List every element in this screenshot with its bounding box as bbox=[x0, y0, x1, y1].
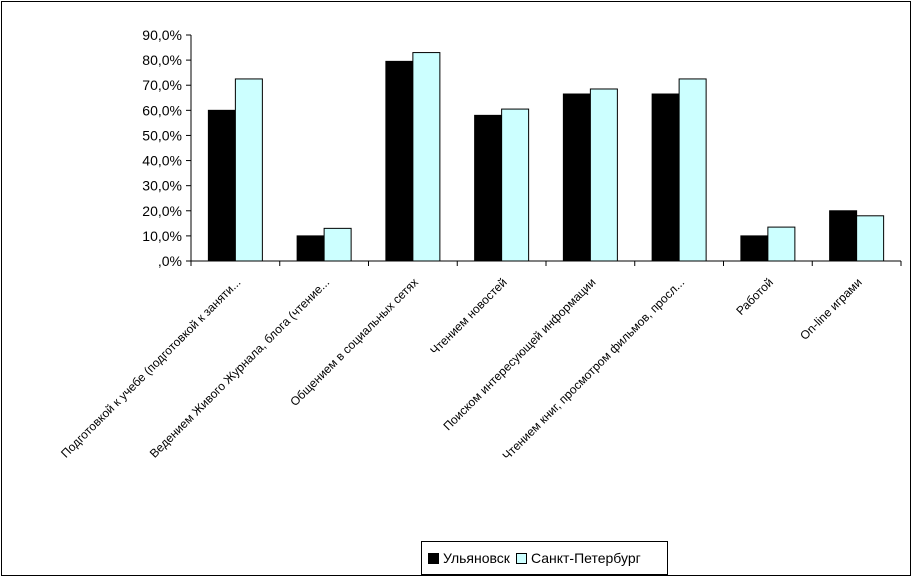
bar-2-4 bbox=[501, 108, 530, 262]
y-tick-label: 90,0% bbox=[142, 27, 182, 43]
bar-1-7 bbox=[740, 235, 769, 262]
bar-1-2 bbox=[296, 235, 325, 262]
y-tick-label: 10,0% bbox=[142, 228, 182, 244]
bar-2-2 bbox=[323, 227, 352, 262]
x-category-label: Ведением Живого Журнала, блога (чтение..… bbox=[147, 275, 332, 460]
y-tick-label: 30,0% bbox=[142, 178, 182, 194]
bar-2-1 bbox=[234, 78, 263, 262]
bar-2-8 bbox=[856, 215, 885, 262]
bar-1-1 bbox=[207, 109, 236, 262]
x-category-label: Поиском интересующей информации bbox=[440, 275, 598, 433]
legend-item-series-2: Санкт-Петербург bbox=[515, 550, 641, 566]
bar-2-3 bbox=[412, 52, 441, 262]
x-category-label: Работой bbox=[733, 275, 776, 318]
bar-1-6 bbox=[651, 93, 680, 262]
legend-swatch-series-1 bbox=[428, 552, 439, 564]
x-category-label: Чтением книг, просмотром фильмов, просл.… bbox=[500, 275, 688, 463]
y-tick-label: 40,0% bbox=[142, 153, 182, 169]
legend-label-series-2: Санкт-Петербург bbox=[530, 550, 641, 566]
y-tick-label: 70,0% bbox=[142, 77, 182, 93]
x-category-label: On-line играми bbox=[797, 275, 864, 342]
y-tick-label: 50,0% bbox=[142, 127, 182, 143]
legend: Ульяновск Санкт-Петербург bbox=[421, 541, 668, 575]
bar-2-6 bbox=[678, 78, 707, 262]
bar-1-5 bbox=[562, 93, 591, 262]
legend-item-series-1: Ульяновск bbox=[428, 550, 510, 566]
y-tick-label: 20,0% bbox=[142, 203, 182, 219]
y-tick-label: 60,0% bbox=[142, 102, 182, 118]
legend-swatch-series-2 bbox=[515, 552, 527, 564]
bar-1-3 bbox=[385, 60, 414, 262]
bar-1-8 bbox=[829, 210, 858, 262]
x-category-label: Чтением новостей bbox=[427, 275, 509, 357]
bar-2-5 bbox=[589, 88, 618, 262]
legend-label-series-1: Ульяновск bbox=[443, 550, 510, 566]
x-category-label: Подготовкой к учебе (подготовкой к занят… bbox=[58, 275, 243, 460]
y-tick-label: 80,0% bbox=[142, 52, 182, 68]
bar-1-4 bbox=[474, 114, 503, 262]
y-tick-label: ,0% bbox=[158, 253, 182, 269]
bar-2-7 bbox=[767, 226, 796, 262]
